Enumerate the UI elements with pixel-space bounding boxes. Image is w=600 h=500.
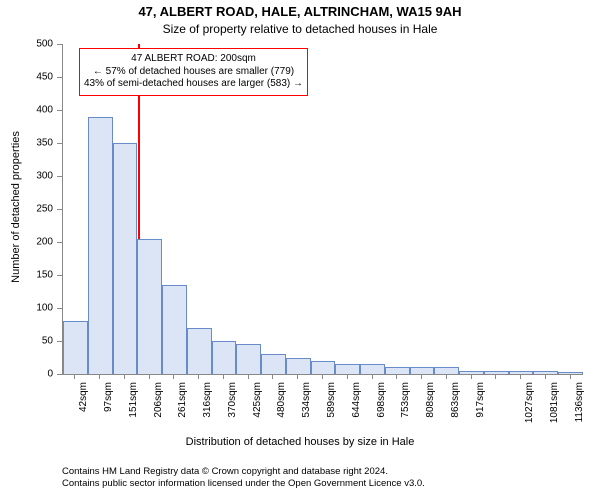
xtick-label: 316sqm — [202, 382, 213, 434]
xtick-mark — [198, 374, 199, 379]
y-axis-label: Number of detached properties — [10, 107, 22, 307]
ytick-mark — [57, 275, 62, 276]
ytick-mark — [57, 209, 62, 210]
xtick-mark — [471, 374, 472, 379]
annotation-box: 47 ALBERT ROAD: 200sqm← 57% of detached … — [79, 48, 308, 96]
ytick-mark — [57, 242, 62, 243]
xtick-label: 644sqm — [351, 382, 362, 434]
bar — [434, 367, 459, 374]
bar — [236, 344, 261, 374]
bar — [360, 364, 385, 374]
xtick-mark — [74, 374, 75, 379]
xtick-label: 1136sqm — [574, 382, 585, 434]
bar — [261, 354, 286, 374]
xtick-label: 589sqm — [326, 382, 337, 434]
bar — [533, 371, 558, 374]
xtick-mark — [396, 374, 397, 379]
footer-text: Contains HM Land Registry data © Crown c… — [62, 466, 425, 491]
bar — [88, 117, 113, 374]
x-axis-label: Distribution of detached houses by size … — [0, 436, 600, 448]
xtick-label: 1027sqm — [524, 382, 535, 434]
ytick-label: 50 — [25, 336, 53, 347]
xtick-mark — [223, 374, 224, 379]
xtick-label: 863sqm — [450, 382, 461, 434]
xtick-label: 753sqm — [400, 382, 411, 434]
bar — [187, 328, 212, 374]
annotation-line: 43% of semi-detached houses are larger (… — [84, 78, 303, 91]
bar — [311, 361, 336, 374]
bar — [113, 143, 138, 374]
ytick-mark — [57, 374, 62, 375]
xtick-mark — [446, 374, 447, 379]
ytick-mark — [57, 308, 62, 309]
footer-line: Contains HM Land Registry data © Crown c… — [62, 466, 425, 478]
plot-area: 47 ALBERT ROAD: 200sqm← 57% of detached … — [62, 44, 583, 375]
xtick-mark — [124, 374, 125, 379]
xtick-label: 425sqm — [252, 382, 263, 434]
xtick-mark — [421, 374, 422, 379]
bar — [137, 239, 162, 374]
xtick-mark — [297, 374, 298, 379]
ytick-label: 150 — [25, 270, 53, 281]
xtick-label: 698sqm — [376, 382, 387, 434]
bar — [459, 371, 484, 374]
ytick-label: 100 — [25, 303, 53, 314]
page-subtitle: Size of property relative to detached ho… — [0, 22, 600, 36]
xtick-label: 97sqm — [103, 382, 114, 434]
ytick-label: 400 — [25, 105, 53, 116]
ytick-label: 250 — [25, 204, 53, 215]
xtick-mark — [149, 374, 150, 379]
bar — [286, 358, 311, 375]
xtick-mark — [545, 374, 546, 379]
xtick-mark — [520, 374, 521, 379]
annotation-line: ← 57% of detached houses are smaller (77… — [84, 66, 303, 79]
bar — [410, 367, 435, 374]
bar — [335, 364, 360, 374]
bar — [385, 367, 410, 374]
ytick-mark — [57, 44, 62, 45]
xtick-mark — [570, 374, 571, 379]
bar — [63, 321, 88, 374]
xtick-label: 261sqm — [177, 382, 188, 434]
xtick-label: 480sqm — [276, 382, 287, 434]
xtick-label: 42sqm — [78, 382, 89, 434]
xtick-mark — [272, 374, 273, 379]
chart-container: 47, ALBERT ROAD, HALE, ALTRINCHAM, WA15 … — [0, 0, 600, 500]
xtick-mark — [372, 374, 373, 379]
xtick-mark — [495, 374, 496, 379]
ytick-mark — [57, 77, 62, 78]
bar — [558, 372, 583, 374]
ytick-mark — [57, 176, 62, 177]
footer-line: Contains public sector information licen… — [62, 478, 425, 490]
xtick-label: 534sqm — [301, 382, 312, 434]
xtick-mark — [322, 374, 323, 379]
bar — [212, 341, 237, 374]
xtick-label: 917sqm — [475, 382, 486, 434]
bar — [162, 285, 187, 374]
annotation-line: 47 ALBERT ROAD: 200sqm — [84, 53, 303, 66]
xtick-mark — [347, 374, 348, 379]
ytick-label: 0 — [25, 369, 53, 380]
ytick-label: 350 — [25, 138, 53, 149]
page-title: 47, ALBERT ROAD, HALE, ALTRINCHAM, WA15 … — [0, 4, 600, 19]
ytick-mark — [57, 341, 62, 342]
xtick-label: 151sqm — [128, 382, 139, 434]
ytick-label: 200 — [25, 237, 53, 248]
xtick-label: 370sqm — [227, 382, 238, 434]
xtick-label: 808sqm — [425, 382, 436, 434]
ytick-label: 500 — [25, 39, 53, 50]
xtick-label: 1081sqm — [549, 382, 560, 434]
xtick-mark — [173, 374, 174, 379]
xtick-mark — [248, 374, 249, 379]
ytick-mark — [57, 110, 62, 111]
ytick-mark — [57, 143, 62, 144]
ytick-label: 300 — [25, 171, 53, 182]
xtick-mark — [99, 374, 100, 379]
xtick-label: 206sqm — [153, 382, 164, 434]
ytick-label: 450 — [25, 72, 53, 83]
